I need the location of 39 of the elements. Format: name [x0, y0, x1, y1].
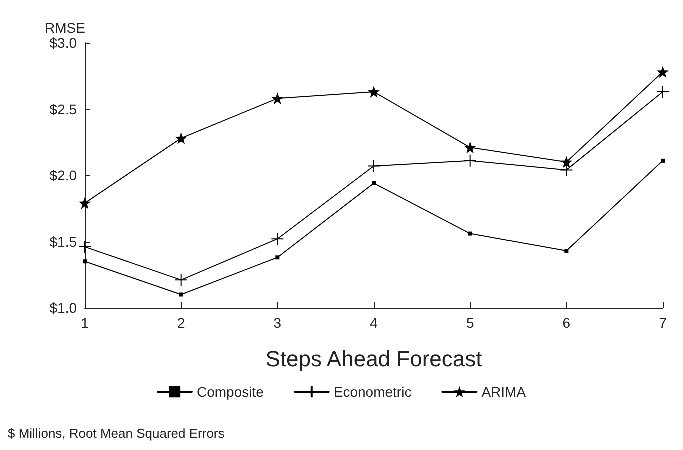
point [276, 256, 280, 260]
y-tick-label: $2.0 [50, 168, 78, 184]
point [560, 164, 574, 177]
x-axis-title: Steps Ahead Forecast [266, 346, 482, 372]
x-tick-label: 2 [177, 315, 186, 331]
x-tick-label: 5 [466, 315, 474, 331]
point [272, 92, 284, 105]
legend-label: Econometric [334, 384, 412, 400]
y-axis-title: RMSE [45, 20, 86, 36]
x-tick-label: 7 [659, 315, 668, 331]
point [83, 260, 87, 264]
point [560, 156, 573, 168]
legend-label: ARIMA [482, 384, 527, 400]
point [368, 160, 380, 173]
legend-label: Composite [196, 384, 264, 400]
x-tick-label: 6 [562, 315, 571, 331]
point [368, 86, 380, 98]
point [79, 197, 91, 210]
point [174, 274, 188, 287]
point [372, 181, 376, 186]
y-tick-label: $1.5 [50, 234, 78, 250]
y-tick-label: $1.0 [50, 300, 78, 316]
point [661, 158, 665, 163]
point [179, 292, 184, 297]
point [564, 249, 569, 254]
point [657, 66, 669, 78]
point [271, 232, 284, 246]
x-tick-label: 1 [81, 315, 90, 331]
point [464, 154, 477, 168]
point [656, 86, 670, 99]
x-tick-label: 3 [274, 315, 282, 331]
y-tick-label: $3.0 [50, 35, 78, 51]
point [175, 132, 188, 144]
point [464, 142, 476, 154]
point [78, 240, 92, 254]
point [468, 232, 472, 236]
text: $ Millions, Root Mean Squared Errors [8, 426, 226, 441]
x-tick-label: 4 [370, 315, 378, 331]
y-tick-label: $2.5 [50, 101, 78, 118]
